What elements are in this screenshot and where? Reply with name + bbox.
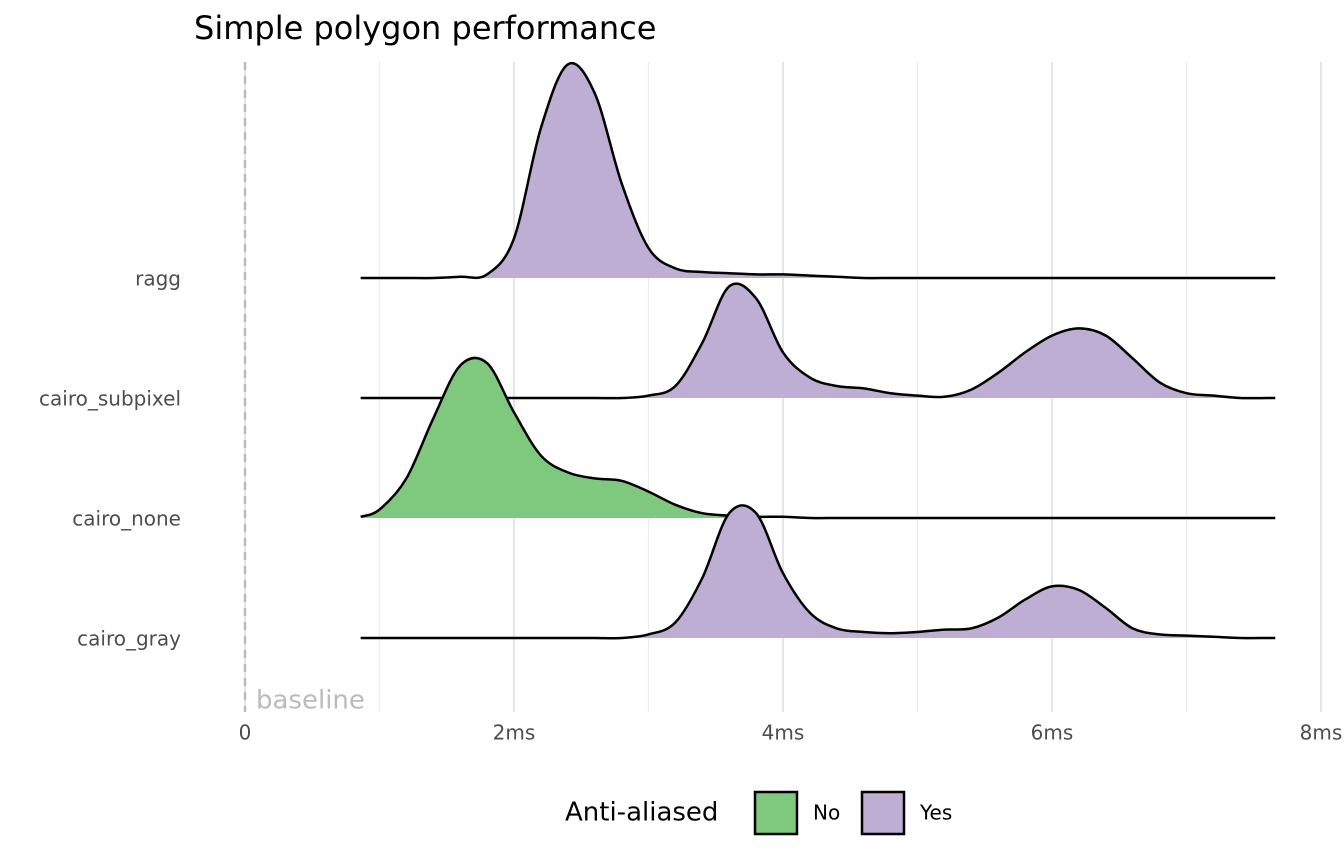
legend-title: Anti-aliased [565,798,718,828]
x-tick-label: 6ms [1031,721,1074,745]
legend-swatch [753,790,799,836]
y-tick-label: cairo_gray [77,627,181,651]
legend-label: No [813,801,840,825]
x-tick-label: 4ms [762,721,805,745]
ridge-line [360,282,1276,400]
legend-label: Yes [919,801,952,825]
x-tick-label: 0 [239,721,252,745]
chart-title: Simple polygon performance [194,9,656,47]
x-tick-label: 2ms [493,721,536,745]
ridge-area [360,63,1276,279]
ridge-area [360,283,1276,399]
y-tick-label: ragg [135,267,181,291]
ridge-line [360,61,1276,280]
y-tick-label: cairo_none [72,507,181,531]
x-tick-label: 8ms [1300,721,1343,745]
ridge-line [360,356,1276,520]
ridge-area [360,505,1276,639]
y-tick-label: cairo_subpixel [39,387,181,411]
baseline-label: baseline [256,686,365,716]
legend-swatch [860,790,906,836]
ridge-line [360,504,1276,640]
